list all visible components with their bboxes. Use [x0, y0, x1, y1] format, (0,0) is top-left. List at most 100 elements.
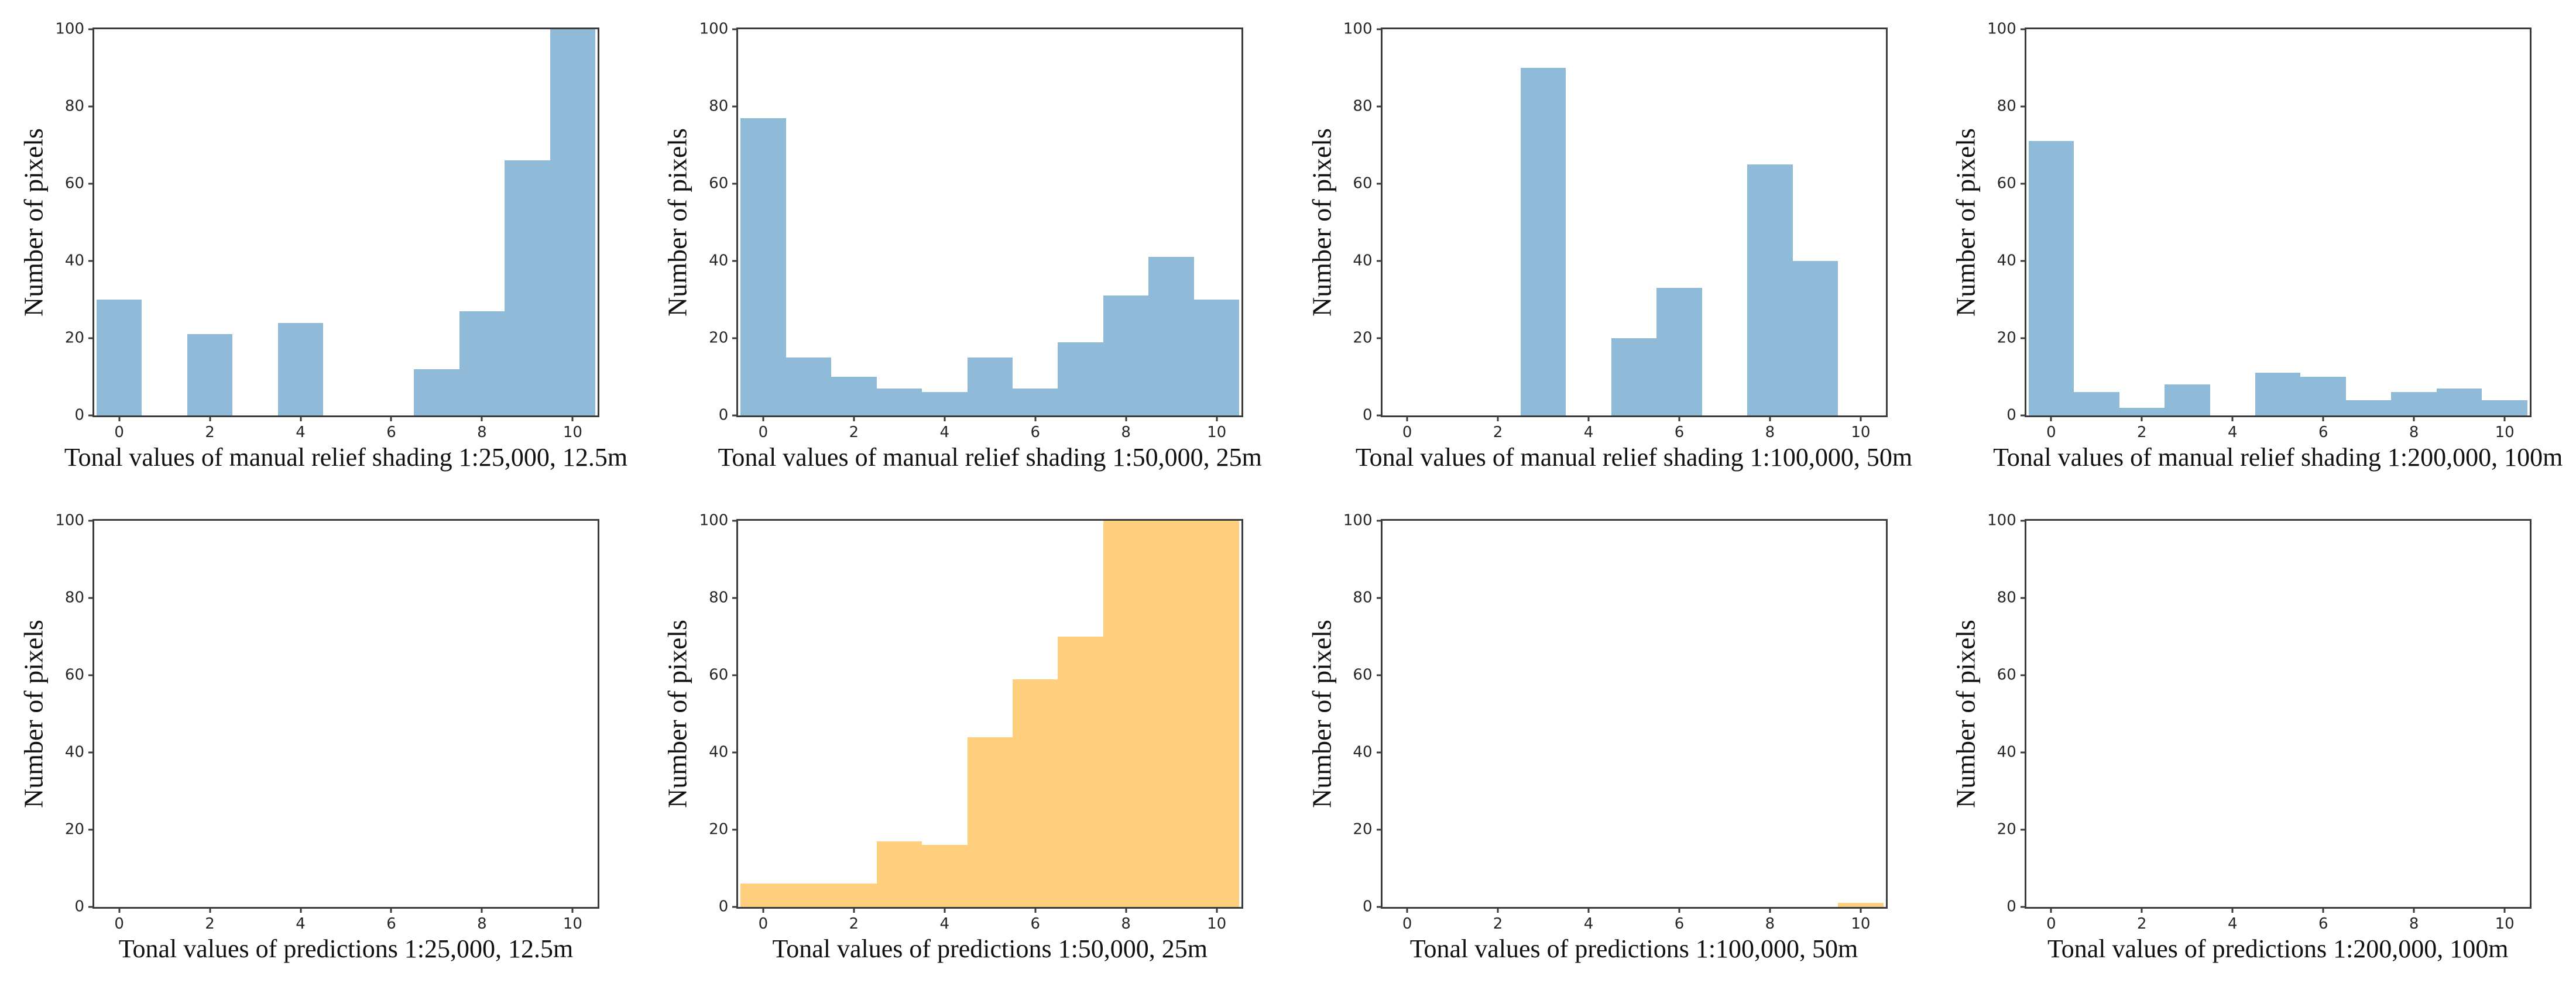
y-tick-mark — [2020, 260, 2026, 262]
x-tick-label: 0 — [2046, 424, 2056, 441]
x-tick-label: 8 — [2409, 915, 2419, 933]
x-tick-mark — [481, 907, 483, 913]
histogram-bar — [1012, 388, 1058, 415]
histogram-bar — [2482, 400, 2527, 415]
y-tick-label: 60 — [1353, 666, 1373, 684]
y-tick-mark — [732, 183, 739, 185]
y-tick-mark — [2020, 906, 2026, 908]
y-tick-mark — [2020, 105, 2026, 108]
plot-area: 0 20 40 60 80 100 0 2 4 6 8 10 Tonal values of manua… — [663, 20, 1262, 472]
y-tick-mark — [1376, 260, 1383, 262]
histogram-bar — [831, 377, 877, 415]
y-tick-mark — [732, 520, 739, 522]
x-tick-mark — [944, 415, 946, 421]
y-axis-label: Number of pixels — [1306, 620, 1336, 808]
y-tick-mark — [88, 906, 94, 908]
x-tick-mark — [2503, 907, 2506, 913]
histogram-bar — [1656, 288, 1702, 415]
y-tick-mark — [2020, 520, 2026, 522]
y-tick-mark — [2020, 597, 2026, 599]
histogram-bar — [2436, 388, 2482, 415]
x-tick-mark — [2413, 415, 2415, 421]
histogram-bar — [2345, 400, 2392, 415]
histogram-panel-2: 0 20 40 60 80 100 0 2 4 6 8 10 Tonal values of manua… — [644, 0, 1288, 492]
x-tick-label: 10 — [1207, 424, 1227, 441]
x-tick-label: 6 — [386, 915, 396, 933]
histogram-bar — [2165, 384, 2210, 415]
x-tick-label: 10 — [1851, 915, 1871, 933]
y-tick-mark — [1376, 337, 1383, 339]
x-tick-label: 10 — [2495, 915, 2515, 933]
y-tick-mark — [2020, 28, 2026, 30]
x-tick-label: 10 — [1207, 915, 1227, 933]
y-tick-mark — [88, 414, 94, 417]
y-tick-mark — [1376, 105, 1383, 108]
histogram-bar — [187, 334, 233, 415]
x-tick-label: 10 — [1851, 424, 1871, 441]
histogram-bar — [1193, 521, 1240, 907]
histogram-panel-5: 0 20 40 60 80 100 0 2 4 6 8 10 Tonal values of predi… — [0, 492, 644, 983]
x-tick-label: 4 — [296, 424, 306, 441]
x-axis-label: Tonal values of predictions 1:100,000, 5… — [1409, 934, 1858, 963]
histogram-bar — [967, 737, 1013, 907]
histogram-bar — [2255, 373, 2301, 415]
plot-area: 0 20 40 60 80 100 0 2 4 6 8 10 Tonal values of predi… — [19, 511, 599, 963]
y-tick-mark — [732, 337, 739, 339]
histogram-panel-7: 0 20 40 60 80 100 0 2 4 6 8 10 Tonal values of predi… — [1288, 492, 1932, 983]
x-tick-mark — [118, 415, 121, 421]
histogram-bar — [459, 311, 505, 415]
y-tick-label: 80 — [709, 97, 729, 115]
x-tick-label: 6 — [1674, 915, 1685, 933]
histogram-bar — [1838, 903, 1884, 907]
y-tick-label: 0 — [1362, 406, 1373, 424]
x-tick-label: 4 — [939, 424, 950, 441]
x-tick-mark — [390, 907, 392, 913]
x-tick-mark — [1034, 415, 1037, 421]
x-tick-label: 0 — [758, 424, 769, 441]
y-axis-label: Number of pixels — [1950, 620, 1981, 808]
x-tick-mark — [1125, 907, 1127, 913]
histogram-bar — [1103, 295, 1149, 415]
y-tick-mark — [1376, 28, 1383, 30]
x-tick-label: 6 — [1674, 424, 1685, 441]
histogram-bar — [277, 322, 324, 415]
histogram-panel-8: 0 20 40 60 80 100 0 2 4 6 8 10 Tonal values of predi… — [1932, 492, 2576, 983]
x-tick-mark — [1497, 415, 1499, 421]
x-tick-label: 0 — [1402, 915, 1412, 933]
x-tick-label: 0 — [2046, 915, 2056, 933]
x-tick-mark — [944, 907, 946, 913]
y-tick-label: 100 — [699, 20, 729, 38]
x-tick-label: 6 — [2318, 915, 2328, 933]
x-tick-mark — [2322, 415, 2324, 421]
histogram-bar — [1012, 679, 1058, 907]
y-axis-label: Number of pixels — [18, 620, 49, 808]
histogram-bar — [414, 369, 459, 415]
x-tick-mark — [853, 907, 855, 913]
histogram-bar — [1611, 338, 1657, 415]
y-tick-label: 20 — [64, 329, 84, 347]
plot-area: 0 20 40 60 80 100 0 2 4 6 8 10 Tonal values of predi… — [1306, 511, 1888, 963]
y-tick-mark — [732, 597, 739, 599]
y-tick-mark — [732, 674, 739, 676]
y-tick-label: 100 — [1343, 20, 1373, 38]
histogram-bar — [786, 358, 832, 415]
histogram-bar — [2028, 141, 2074, 415]
x-tick-mark — [1860, 907, 1862, 913]
histogram-bar — [1792, 261, 1838, 415]
y-tick-mark — [88, 520, 94, 522]
histogram-bar — [876, 841, 922, 907]
histogram-bar — [2391, 392, 2437, 415]
histogram-bar — [740, 118, 786, 415]
y-tick-mark — [88, 751, 94, 754]
x-tick-mark — [300, 415, 302, 421]
x-tick-mark — [1678, 415, 1680, 421]
histogram-bar — [1103, 521, 1149, 907]
x-tick-mark — [2503, 415, 2506, 421]
x-axis-label: Tonal values of predictions 1:200,000, 1… — [2047, 934, 2509, 963]
x-tick-label: 8 — [477, 424, 487, 441]
y-tick-label: 0 — [1362, 898, 1373, 916]
y-tick-mark — [88, 260, 94, 262]
x-tick-mark — [2050, 415, 2052, 421]
y-tick-mark — [732, 105, 739, 108]
y-tick-label: 40 — [64, 252, 84, 270]
